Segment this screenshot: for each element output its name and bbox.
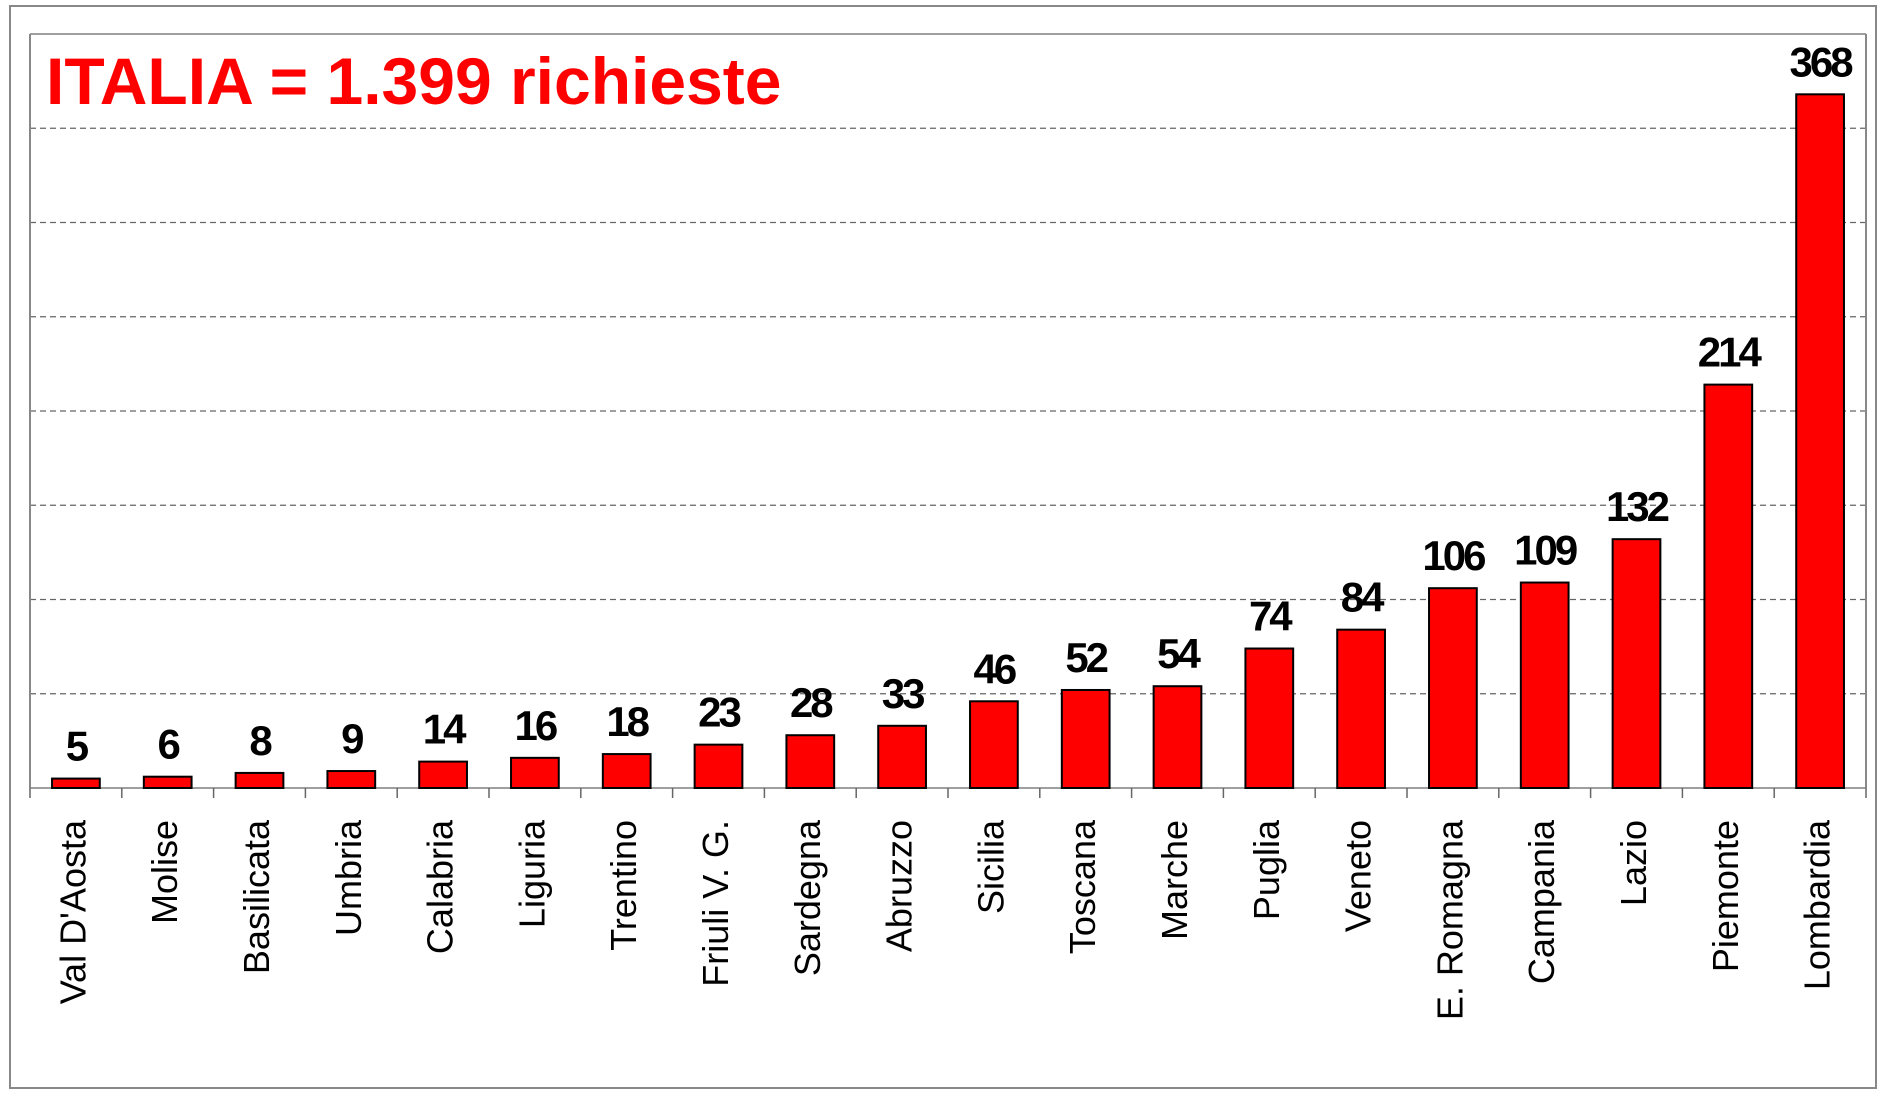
bar [1336, 628, 1386, 789]
bar [1060, 688, 1111, 789]
outer-frame [9, 5, 1877, 1089]
value-label: 368 [1790, 38, 1854, 85]
bars: 5 6 8 9 14 16 18 23 28 33 46 52 54 74 84 106 109 132 214 36… [51, 38, 1856, 790]
bar [234, 771, 285, 789]
bar [785, 734, 836, 789]
x-tick-label: Puglia [1246, 819, 1287, 920]
value-label: 84 [1341, 574, 1385, 621]
bar [510, 756, 560, 790]
x-tick-label: Val D'Aosta [52, 819, 93, 1004]
x-tick-label: Molise [144, 820, 185, 924]
value-label: 33 [882, 670, 924, 717]
x-tick-label: Liguria [511, 819, 552, 928]
x-tick-label: Abruzzo [879, 820, 920, 952]
value-label: 109 [1514, 527, 1577, 574]
x-tick-label: Campania [1521, 819, 1562, 984]
x-tick-label: Calabria [420, 819, 461, 954]
x-tick-label: Sardegna [787, 819, 828, 976]
x-tick-label: Trentino [603, 820, 644, 951]
x-tick-label: Piemonte [1705, 820, 1746, 972]
bar [1244, 647, 1295, 790]
value-label: 52 [1065, 634, 1107, 681]
bar [877, 724, 927, 789]
value-label: 6 [158, 721, 180, 768]
bar [601, 753, 652, 790]
x-tick-label: Friuli V. G. [695, 820, 736, 987]
value-label: 106 [1422, 532, 1485, 579]
x-tick-label: Sicilia [970, 819, 1011, 914]
value-label: 9 [341, 715, 363, 762]
bar [1428, 587, 1478, 789]
x-tick-label: Marche [1154, 820, 1195, 940]
bar [1795, 93, 1845, 789]
x-tick-label: Umbria [328, 819, 369, 936]
value-label: 46 [974, 645, 1016, 692]
x-tick-label: Veneto [1338, 820, 1379, 932]
bar [142, 775, 193, 790]
value-label: 28 [790, 679, 833, 726]
value-label: 214 [1698, 329, 1763, 376]
bar [1611, 538, 1662, 789]
bar [969, 700, 1019, 789]
x-tick-label: Lombardia [1797, 819, 1838, 990]
value-label: 132 [1606, 483, 1669, 530]
bar [51, 777, 101, 790]
bar [418, 760, 468, 789]
value-label: 14 [423, 706, 467, 753]
x-tick-label: Basilicata [236, 819, 277, 974]
bar [326, 770, 377, 789]
value-label: 18 [606, 698, 649, 745]
bar [1152, 685, 1203, 790]
x-tick-label: E. Romagna [1429, 819, 1470, 1020]
value-label: 16 [515, 702, 557, 749]
value-label: 5 [66, 723, 89, 770]
bar [693, 743, 744, 790]
bar [1703, 383, 1754, 789]
value-label: 54 [1157, 630, 1201, 677]
value-label: 74 [1249, 593, 1293, 640]
bar [1519, 581, 1570, 789]
value-label: 8 [249, 717, 272, 764]
x-tick-label: Toscana [1062, 819, 1103, 954]
grid [29, 33, 1867, 798]
chart-title: ITALIA = 1.399 richieste [46, 44, 781, 118]
value-label: 23 [698, 689, 740, 736]
x-tick-label: Lazio [1613, 820, 1654, 906]
